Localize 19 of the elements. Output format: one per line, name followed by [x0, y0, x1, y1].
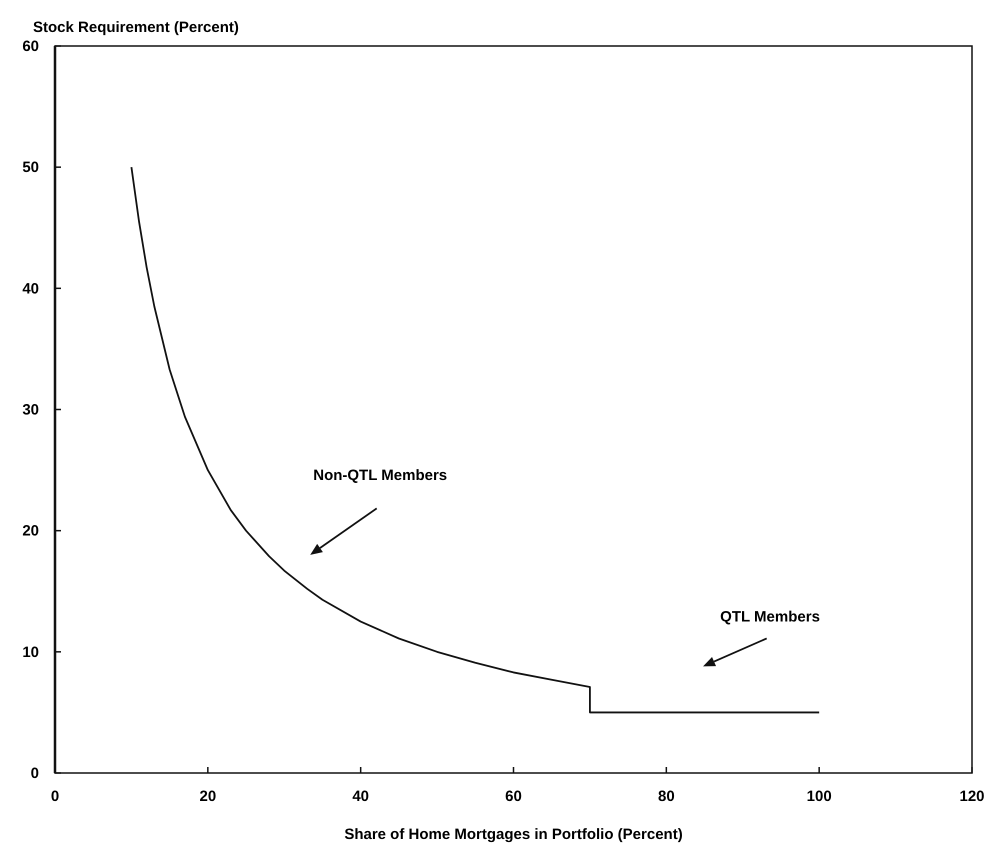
annotation: Non-QTL Members	[313, 466, 448, 484]
y-tick-label: 10	[22, 644, 39, 661]
y-tick-label: 50	[22, 159, 39, 176]
x-tick-label: 120	[959, 788, 985, 805]
y-axis-title: Stock Requirement (Percent)	[33, 19, 239, 36]
line-series	[130, 166, 820, 714]
y-tick-label: 0	[30, 765, 39, 782]
y-tick-label: 40	[22, 280, 39, 298]
x-tick-label: 100	[806, 788, 832, 805]
y-tick-label: 60	[22, 38, 39, 55]
y-tick-label: 30	[22, 402, 39, 418]
x-axis-title: Share of Home Mortgages in Portfolio (Percent)	[344, 826, 683, 843]
x-tick-label: 60	[505, 788, 522, 805]
y-tick-label: 20	[22, 522, 39, 540]
x-tick-label: 20	[199, 788, 216, 805]
x-tick-label: 80	[658, 788, 675, 805]
x-tick-label: 0	[50, 788, 60, 805]
annotation: QTL Members	[720, 608, 820, 626]
x-tick-label: 40	[352, 788, 370, 805]
